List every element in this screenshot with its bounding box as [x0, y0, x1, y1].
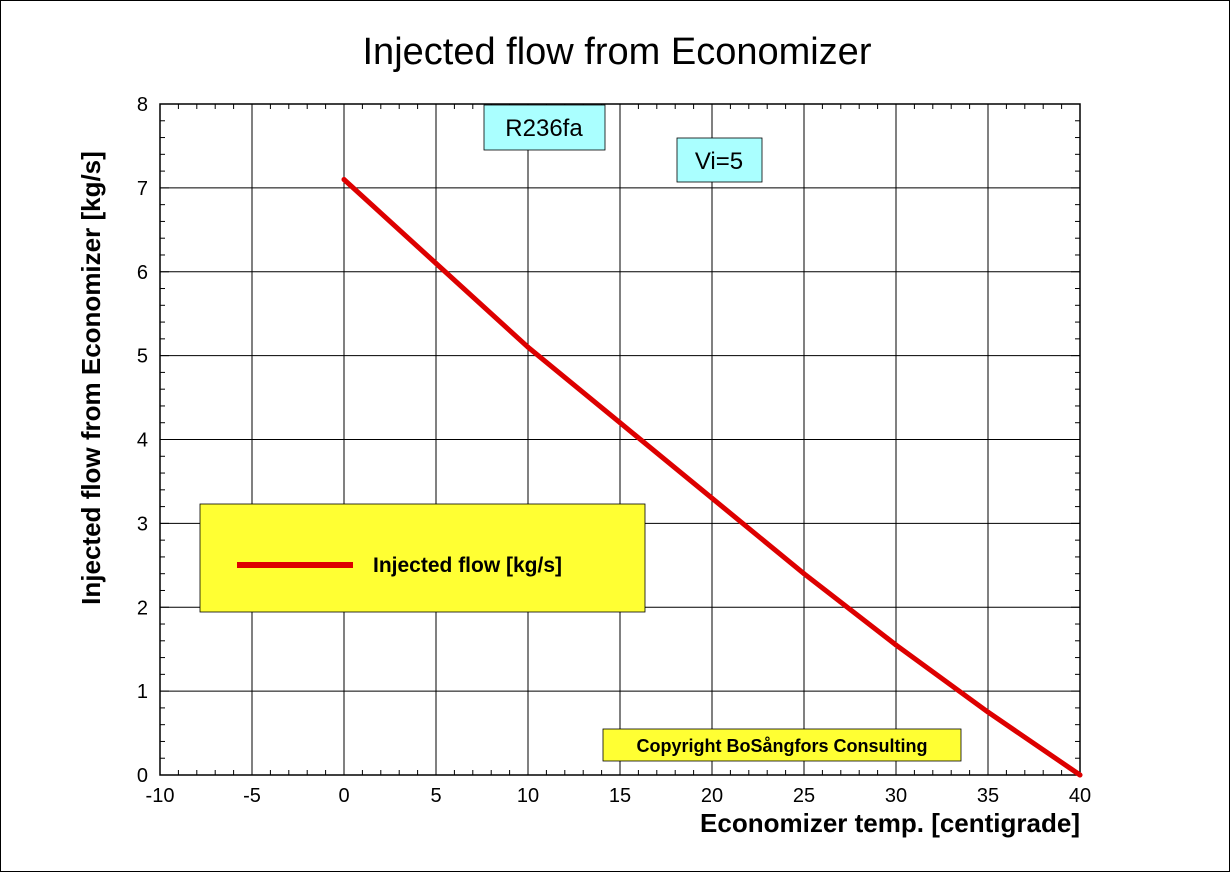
axis-ticks: -10 -5 0 5 10 15 20 25 30 35 40 0 1 2 3 4 5 6 7 8: [137, 94, 1091, 807]
data-point: [525, 344, 531, 350]
legend-label: Injected flow [kg/s]: [373, 554, 562, 577]
copyright-note: Copyright BoSångfors Consulting: [602, 728, 962, 762]
x-tick-label: 20: [701, 785, 723, 807]
series-layer: [341, 177, 1083, 778]
annotation-r236fa: R236fa: [483, 104, 606, 151]
y-tick-label: 7: [137, 178, 148, 200]
x-tick-label: 25: [793, 785, 815, 807]
x-tick-label: 15: [609, 785, 631, 807]
data-point: [893, 642, 899, 648]
annotation-vi-text: Vi=5: [695, 148, 743, 175]
x-tick-label: 40: [1069, 785, 1091, 807]
data-point: [341, 177, 347, 182]
y-tick-label: 1: [137, 681, 148, 703]
copyright-box: [602, 728, 962, 762]
annotation-vi: Vi=5: [676, 137, 763, 183]
y-tick-label: 5: [137, 346, 148, 368]
y-tick-label: 4: [137, 430, 148, 452]
data-point: [1077, 772, 1083, 778]
chart-title: Injected flow from Economizer: [363, 31, 872, 73]
grid: [160, 104, 1080, 775]
x-tick-label: -5: [243, 785, 261, 807]
y-tick-label: 2: [137, 597, 148, 619]
legend-box: [199, 503, 646, 613]
y-tick-label: 8: [137, 94, 148, 116]
copyright-text: Copyright BoSångfors Consulting: [637, 736, 928, 756]
x-tick-label: 30: [885, 785, 907, 807]
annotation-vi-box: [676, 137, 763, 183]
x-tick-label: 0: [338, 785, 349, 807]
y-tick-label: 0: [137, 765, 148, 787]
annotation-r236fa-text: R236fa: [505, 115, 583, 142]
y-tick-label: 3: [137, 513, 148, 535]
x-axis-label: Economizer temp. [centigrade]: [700, 808, 1080, 838]
x-tick-label: 5: [430, 785, 441, 807]
x-tick-label: 10: [517, 785, 539, 807]
legend: Injected flow [kg/s]: [199, 503, 646, 613]
data-point: [617, 420, 623, 426]
annotation-r236fa-box: [483, 104, 606, 151]
data-point: [709, 495, 715, 501]
data-point: [985, 709, 991, 715]
data-point: [433, 261, 439, 266]
x-tick-label: -10: [146, 785, 175, 807]
y-axis-label: Injected flow from Economizer [kg/s]: [76, 151, 106, 605]
x-tick-label: 35: [977, 785, 999, 807]
data-point: [801, 571, 807, 577]
y-tick-label: 6: [137, 262, 148, 284]
